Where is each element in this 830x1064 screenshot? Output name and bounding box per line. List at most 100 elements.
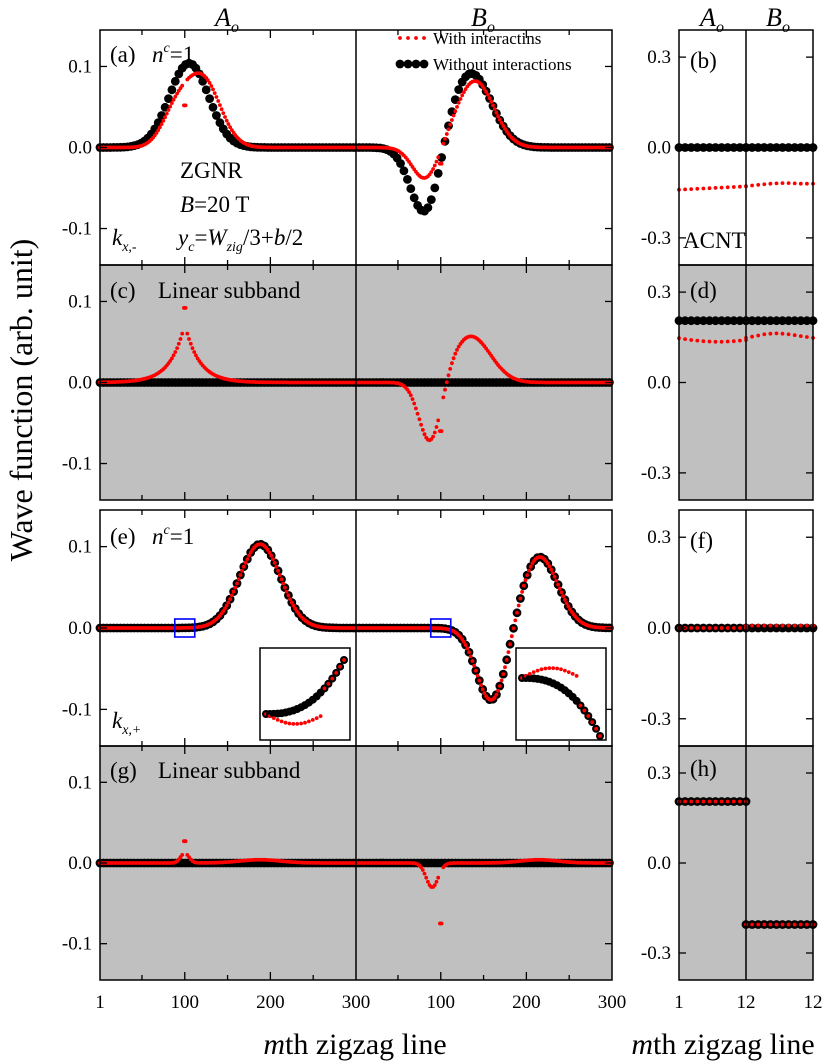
y-tick-label: -0.3 [641,463,671,484]
with-ao-point [701,626,706,630]
y-tick-label: 0.0 [68,618,92,639]
inset-with-point [547,666,552,670]
with-bo-point [468,654,473,659]
with-bo-point [547,564,552,569]
with-bo-point [805,335,809,339]
with-bo-point [499,121,504,125]
without-ao-point [208,102,218,112]
with-ao-point [695,186,700,191]
zgnr-annotation: ZGNR [180,158,243,183]
with-ao-point [154,131,159,135]
with-bo-point [756,183,761,187]
without-ao-point [735,143,745,152]
without-ao-point [205,94,215,103]
without-bo-point [399,166,409,176]
acnt-annotation: ACNT [683,228,746,253]
with-ao-point [164,111,169,116]
without-ao-point [711,143,720,152]
with-bo-point [503,665,507,670]
x-tick-label: 1 [95,992,105,1013]
with-bo-point [756,623,761,628]
with-ao-point [206,78,210,83]
y-axis-label: Wave function (arb. unit) [3,239,39,562]
y-tick-label: 0.1 [68,56,92,77]
with-bo-point [780,181,785,186]
with-bo-point [792,181,797,186]
with-ao-point [216,99,221,103]
with-bo-point [523,578,528,583]
with-bo-point [508,642,512,647]
with-bo-point [463,643,468,647]
with-bo-point [786,181,791,186]
with-bo-point [750,922,754,927]
insets [173,618,607,741]
nc-annotation: nc=1 [152,523,194,549]
with-ao-point [176,341,181,346]
kx-sub: x,+ [121,723,141,738]
with-bo-point [561,594,566,598]
legend-label: With interactins [433,29,541,48]
with-ao-point [738,338,742,343]
inset-with-point [287,721,292,726]
inset-with-point [295,722,300,726]
with-ao-point [223,606,227,611]
with-bo-point [762,332,767,337]
with-ao-point [284,589,289,594]
with-bo-point [566,604,571,609]
with-bo-spike-point [438,921,443,926]
with-ao-point [719,799,724,804]
legend-label: Without interactions [433,55,572,74]
without-ao-point [686,316,696,326]
with-bo-point [780,331,785,336]
field-symbol: B [180,192,194,217]
with-bo-point [792,333,797,338]
with-bo-point [509,634,514,639]
with-ao-point [163,115,168,120]
y-tick-label: 0.3 [647,282,671,303]
legend-marker [422,36,426,40]
kx-sub: x,- [121,240,137,255]
with-bo-point [477,678,482,683]
panel-label: (c) [110,278,136,303]
without-ao-point [729,143,739,152]
with-ao-point [713,186,718,190]
with-ao-point [293,606,298,611]
with-ao-point [245,557,250,561]
y-tick-label: -0.3 [641,943,671,964]
inset-with-point [598,734,602,738]
with-ao-point [230,593,234,598]
without-ao-point [686,143,696,152]
with-ao-point [180,331,185,336]
with-ao-point [731,339,736,344]
with-bo-point [798,623,803,628]
inset-with-point [303,720,307,725]
x-tick-label: 1 [674,992,684,1013]
with-bo-point [504,657,509,662]
with-bo-point [551,571,555,575]
with-bo-point [420,428,425,432]
nc-c: c [164,523,171,538]
with-bo-point [450,361,454,366]
with-bo-point [756,922,761,927]
with-ao-point [192,350,197,354]
without-bo-point [403,175,412,184]
with-ao-point [683,799,687,804]
with-bo-point [414,406,418,411]
with-bo-point [482,691,487,695]
column-header-right-b: Bo [766,3,790,36]
y-tick-label: 0.0 [647,373,671,394]
yc-b: b [274,225,286,250]
without-bo-point [766,316,775,326]
inset-with-point [527,672,532,676]
with-bo-point [486,92,490,97]
with-bo-point [489,99,494,104]
x-tick-label: 12 [804,992,823,1013]
with-ao-point [725,185,730,190]
inset-with-point [535,668,540,673]
without-bo-point [437,153,446,162]
panel-label: (g) [110,758,137,783]
with-ao-point [277,573,282,577]
without-bo-point [796,623,806,633]
kx-annotation: kx,+ [112,708,141,738]
with-ao-point [291,603,296,608]
